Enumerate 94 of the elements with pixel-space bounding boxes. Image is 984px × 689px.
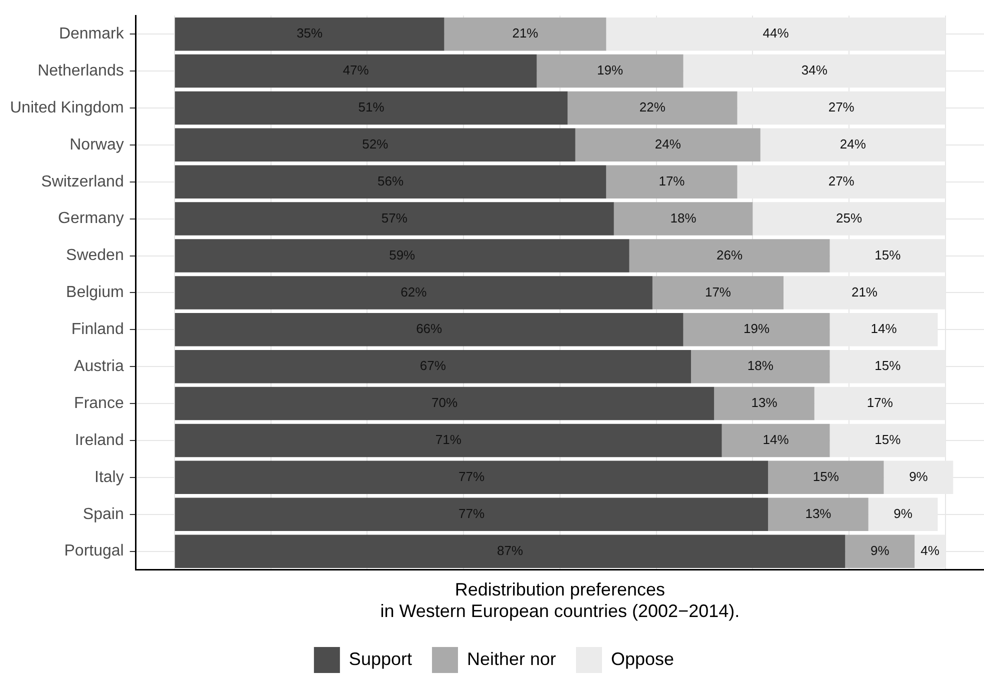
data-label: 67% — [420, 358, 446, 374]
data-label: 59% — [389, 247, 416, 262]
bar — [174, 460, 768, 494]
data-label: 35% — [296, 26, 324, 41]
y-tick-label: Austria — [74, 358, 124, 375]
data-label: 19% — [597, 62, 624, 78]
data-label: 24% — [840, 136, 866, 152]
y-tick-label: Spain — [82, 506, 124, 523]
bar — [536, 54, 684, 88]
data-label: 52% — [362, 136, 389, 152]
data-label: 25% — [836, 210, 863, 226]
data-label: 56% — [378, 173, 404, 188]
y-tick-label: France — [74, 394, 124, 412]
y-tick-label: Denmark — [58, 25, 125, 42]
y-tick-label: Portugal — [64, 542, 124, 560]
data-label: 70% — [432, 395, 458, 410]
bar — [683, 313, 830, 346]
data-label: 9% — [909, 469, 928, 484]
bar — [174, 128, 576, 162]
data-label: 21% — [512, 26, 539, 41]
bar — [444, 17, 606, 51]
data-label: 66% — [416, 321, 443, 336]
legend-label: Oppose — [611, 648, 674, 669]
data-label: 21% — [851, 284, 878, 300]
data-label: 18% — [670, 210, 697, 226]
bar — [768, 498, 868, 532]
data-label: 24% — [654, 136, 682, 152]
data-label: 77% — [458, 469, 485, 484]
data-label: 15% — [874, 247, 902, 262]
y-tick-label: Belgium — [66, 284, 124, 302]
data-label: 27% — [828, 100, 855, 115]
data-label: 62% — [400, 284, 428, 300]
data-label: 27% — [828, 173, 855, 188]
legend-label: Support — [348, 648, 412, 669]
y-tick-label: Germany — [58, 210, 124, 228]
y-tick-label: Netherlands — [38, 62, 124, 80]
bar — [568, 91, 738, 125]
bar — [174, 91, 568, 125]
data-label: 13% — [805, 506, 832, 521]
bar — [174, 534, 846, 568]
bar — [614, 202, 753, 236]
bar — [629, 239, 830, 272]
bar — [174, 386, 714, 420]
y-tick-label: Italy — [94, 468, 124, 486]
x-axis-title: Redistribution preferences in Western European countries (2002−2014). — [380, 580, 740, 622]
bar — [691, 350, 830, 384]
bar — [606, 165, 738, 198]
bar — [174, 313, 684, 346]
data-label: 87% — [497, 542, 524, 558]
data-label: 9% — [870, 542, 890, 558]
data-label: 57% — [381, 210, 408, 226]
bar — [174, 350, 691, 384]
y-tick-label: Finland — [71, 321, 124, 338]
data-label: 26% — [716, 247, 743, 262]
data-label: 34% — [801, 62, 828, 78]
y-tick-label: United Kingdom — [10, 99, 124, 116]
data-label: 51% — [358, 100, 385, 115]
data-label: 17% — [866, 395, 894, 410]
data-label: 22% — [639, 100, 666, 115]
bar — [174, 239, 630, 272]
data-label: 9% — [894, 506, 913, 521]
data-label: 15% — [812, 469, 840, 484]
data-label: 18% — [747, 358, 774, 374]
bar — [652, 276, 784, 310]
bar — [714, 386, 814, 420]
bar — [575, 128, 760, 162]
data-label: 13% — [751, 395, 778, 410]
y-tick-label: Sweden — [66, 247, 124, 264]
bar — [174, 498, 768, 532]
data-label: 17% — [704, 284, 732, 300]
y-tick-label: Ireland — [74, 432, 124, 449]
bar — [174, 424, 722, 458]
data-label: 17% — [658, 173, 686, 188]
data-label: 14% — [762, 432, 790, 448]
data-label: 15% — [874, 358, 902, 374]
data-label: 47% — [342, 62, 370, 78]
data-label: 14% — [870, 321, 898, 336]
data-label: 77% — [458, 506, 485, 521]
data-label: 19% — [744, 321, 770, 336]
y-tick-label: Switzerland — [41, 173, 124, 190]
legend-label: Neither nor — [466, 648, 556, 669]
data-label: 4% — [920, 542, 940, 558]
y-tick-label: Norway — [70, 136, 124, 154]
data-label: 71% — [435, 432, 462, 448]
bar — [174, 165, 606, 198]
bar — [174, 276, 652, 310]
data-label: 15% — [874, 432, 902, 448]
data-label: 44% — [762, 26, 790, 41]
bar — [768, 460, 884, 494]
bar — [845, 534, 915, 568]
bar — [174, 17, 444, 51]
bar — [722, 424, 830, 458]
bar — [174, 54, 537, 88]
bar — [174, 202, 614, 236]
